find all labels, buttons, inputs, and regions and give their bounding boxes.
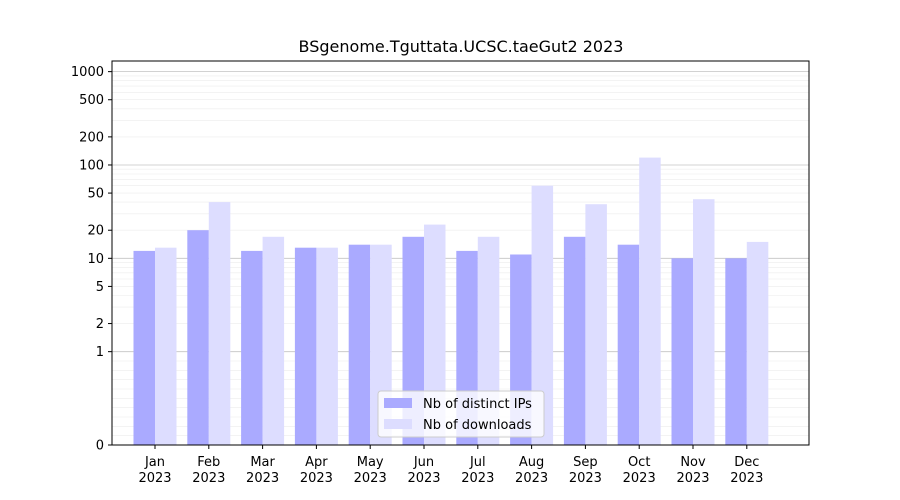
x-tick-label-month: Jun [413,455,434,470]
legend-swatch-downloads [384,419,412,429]
bar-downloads [639,157,661,445]
y-tick-label: 50 [87,187,104,202]
legend-swatch-distinct-ips [384,398,412,408]
x-tick-label-year: 2023 [515,471,548,486]
x-tick-label-year: 2023 [623,471,656,486]
legend-frame [377,390,545,438]
x-tick-label-month: Jul [469,455,486,470]
y-tick-label: 0 [96,439,104,454]
x-tick-label-month: Apr [305,455,328,470]
bar-downloads [155,247,177,445]
legend: Nb of distinct IPs Nb of downloads [377,390,545,438]
y-tick-label: 20 [87,224,104,239]
x-tick-label-month: Dec [734,455,759,470]
bar-distinct-ips [348,244,371,445]
legend-label-downloads: Nb of downloads [423,418,532,433]
x-tick-label-month: Sep [573,455,598,470]
bar-downloads [208,202,231,445]
x-tick-label-month: Mar [250,455,275,470]
y-tick-label: 500 [79,93,104,108]
x-tick-label-year: 2023 [407,471,440,486]
bar-downloads [746,241,769,445]
bar-downloads [424,224,446,445]
y-axis: 0 1 2 5 10 20 50 100 200 500 1000 [71,65,112,454]
y-tick-label: 100 [79,158,104,173]
bar-downloads [262,236,285,445]
y-tick-label: 2 [96,317,104,332]
bar-distinct-ips [241,250,263,445]
plot-frame [111,60,810,446]
x-tick-label-month: Feb [197,455,220,470]
bar-distinct-ips [133,250,155,445]
x-tick-label-month: Oct [628,455,650,470]
x-tick-label-month: Jan [144,455,165,470]
x-tick-label-year: 2023 [461,471,494,486]
x-tick-label-year: 2023 [354,471,387,486]
legend-label-distinct-ips: Nb of distinct IPs [423,397,532,412]
x-tick-label-year: 2023 [730,471,763,486]
x-tick-label-month: Aug [519,455,544,470]
x-tick-label-year: 2023 [300,471,333,486]
bar-distinct-ips [671,258,693,445]
bar-distinct-ips [725,258,747,445]
x-tick-label-year: 2023 [569,471,602,486]
y-tick-label: 1000 [71,65,104,80]
chart-title: BSgenome.Tguttata.UCSC.taeGut2 2023 [299,37,624,56]
y-tick-label: 10 [87,252,104,267]
y-tick-label: 1 [96,345,104,360]
x-tick-label-month: Nov [680,455,706,470]
bar-distinct-ips [563,236,586,445]
x-tick-label-year: 2023 [246,471,279,486]
x-tick-label-month: May [357,455,384,470]
x-tick-label-year: 2023 [676,471,709,486]
bar-distinct-ips [294,247,317,445]
bar-downloads [316,247,338,445]
bar-distinct-ips [617,244,640,445]
x-tick-label-year: 2023 [192,471,225,486]
x-axis: Jan2023Feb2023Mar2023Apr2023May2023Jun20… [138,445,763,486]
bar-downloads [585,204,607,445]
y-tick-label: 5 [96,280,104,295]
x-tick-label-year: 2023 [138,471,171,486]
bar-downloads [531,185,554,445]
bar-distinct-ips [187,230,209,445]
y-tick-label: 200 [79,130,104,145]
bar-downloads [693,199,715,445]
